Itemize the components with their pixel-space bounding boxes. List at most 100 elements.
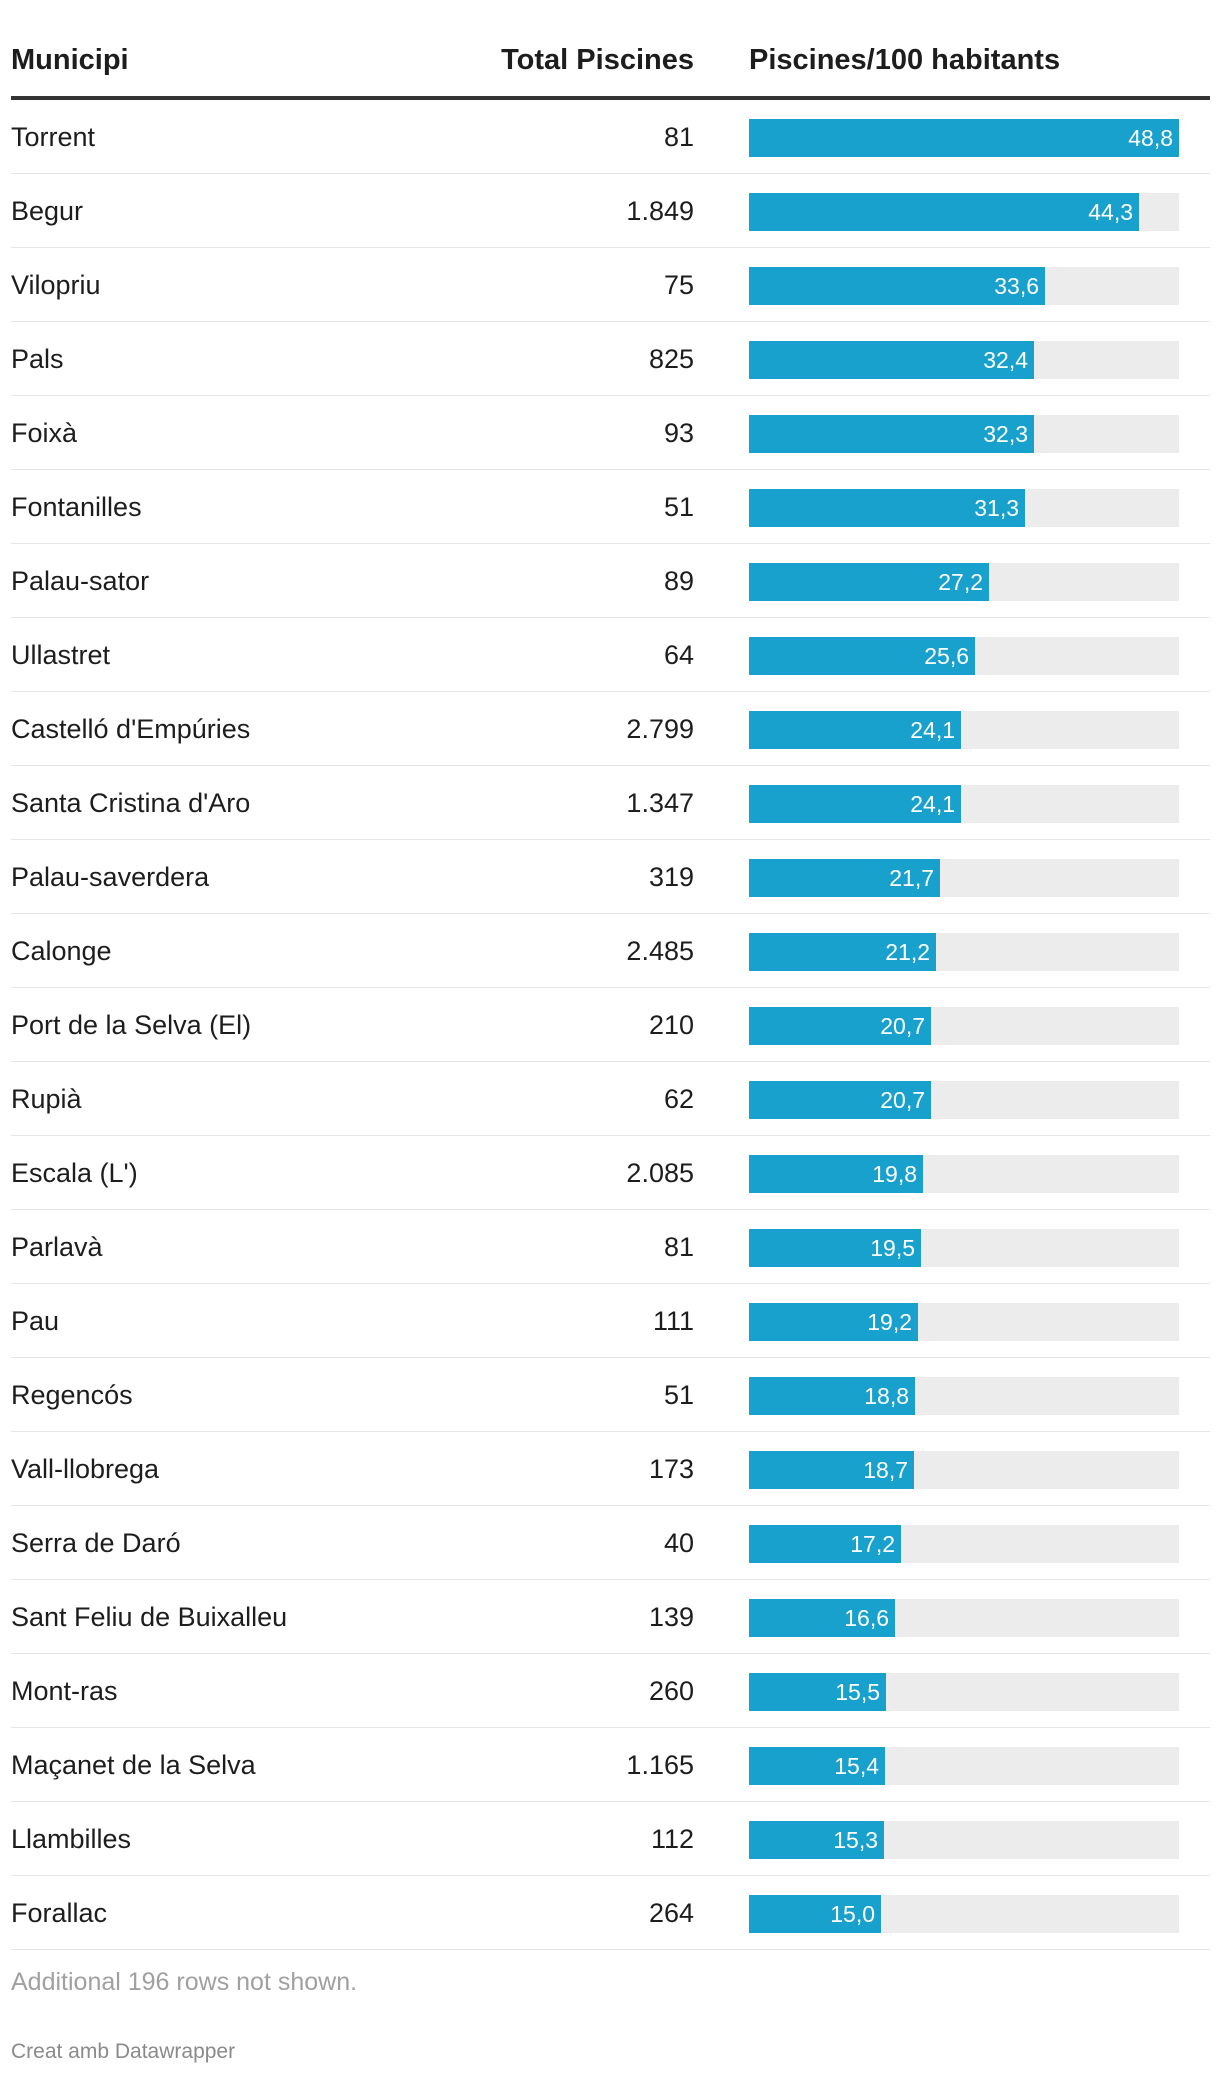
bar: 31,3 (749, 489, 1025, 527)
municipi-cell: Escala (L') (11, 1158, 138, 1188)
bar-value-label: 19,5 (870, 1235, 915, 1261)
table-row: Sant Feliu de Buixalleu 139 16,6 (11, 1580, 1210, 1654)
total-piscines-cell: 2.799 (626, 714, 694, 744)
bar-value-label: 32,4 (983, 347, 1028, 373)
bar-value-label: 15,0 (830, 1901, 875, 1927)
bar: 19,2 (749, 1303, 918, 1341)
bar-value-label: 24,1 (910, 791, 955, 817)
municipi-cell: Rupià (11, 1084, 82, 1114)
bar-value-label: 18,8 (864, 1383, 909, 1409)
table-row: Forallac 264 15,0 (11, 1876, 1210, 1950)
total-piscines-cell: 2.485 (626, 936, 694, 966)
municipi-cell: Santa Cristina d'Aro (11, 788, 251, 818)
bar: 21,2 (749, 933, 936, 971)
bar: 25,6 (749, 637, 975, 675)
bar-value-label: 18,7 (863, 1457, 908, 1483)
total-piscines-cell: 1.849 (626, 196, 694, 226)
total-piscines-cell: 40 (663, 1528, 694, 1558)
total-piscines-cell: 75 (663, 270, 694, 300)
bar-value-label: 27,2 (938, 569, 983, 595)
bar-track: 19,2 (749, 1303, 1179, 1341)
bar-track: 21,2 (749, 933, 1179, 971)
municipi-cell: Palau-sator (11, 566, 150, 596)
bar-track: 15,5 (749, 1673, 1179, 1711)
bar-value-label: 20,7 (880, 1087, 925, 1113)
total-piscines-cell: 825 (648, 344, 694, 374)
header-piscines-per-100[interactable]: Piscines/100 habitants (749, 44, 1061, 76)
bar-track: 48,8 (749, 119, 1179, 157)
municipi-cell: Pau (11, 1306, 60, 1336)
bar-track: 20,7 (749, 1081, 1179, 1119)
municipi-cell: Maçanet de la Selva (11, 1750, 256, 1780)
bar: 15,5 (749, 1673, 886, 1711)
table-notes: Additional 196 rows not shown. (11, 1968, 358, 1996)
bar: 15,3 (749, 1821, 884, 1859)
bar-track: 18,7 (749, 1451, 1179, 1489)
bar-value-label: 15,5 (835, 1679, 880, 1705)
total-piscines-cell: 264 (648, 1898, 694, 1928)
total-piscines-cell: 2.085 (626, 1158, 694, 1188)
total-piscines-cell: 112 (650, 1824, 694, 1854)
bar: 48,8 (749, 119, 1179, 157)
bar-value-label: 33,6 (994, 273, 1039, 299)
total-piscines-cell: 81 (663, 122, 694, 152)
bar: 32,4 (749, 341, 1034, 379)
bar-value-label: 16,6 (844, 1605, 889, 1631)
bar-value-label: 24,1 (910, 717, 955, 743)
bar-track: 33,6 (749, 267, 1179, 305)
total-piscines-cell: 81 (663, 1232, 694, 1262)
bar: 15,0 (749, 1895, 881, 1933)
bar-value-label: 31,3 (974, 495, 1019, 521)
municipi-cell: Regencós (11, 1380, 133, 1410)
bar: 19,5 (749, 1229, 921, 1267)
bar-value-label: 44,3 (1088, 199, 1133, 225)
total-piscines-cell: 173 (648, 1454, 694, 1484)
bar-track: 24,1 (749, 711, 1179, 749)
bar-track: 25,6 (749, 637, 1179, 675)
municipi-cell: Serra de Daró (11, 1528, 181, 1558)
credit-link[interactable]: Creat amb Datawrapper (11, 2040, 236, 2063)
total-piscines-cell: 89 (663, 566, 694, 596)
municipi-cell: Ullastret (11, 640, 111, 670)
bar-value-label: 15,4 (834, 1753, 879, 1779)
bar: 20,7 (749, 1081, 931, 1119)
table-row: Vilopriu 75 33,6 (11, 248, 1210, 322)
bar-track: 18,8 (749, 1377, 1179, 1415)
table-row: Castelló d'Empúries 2.799 24,1 (11, 692, 1210, 766)
bar: 18,7 (749, 1451, 914, 1489)
table-row: Regencós 51 18,8 (11, 1358, 1210, 1432)
bar: 27,2 (749, 563, 989, 601)
total-piscines-cell: 1.347 (626, 788, 694, 818)
table-row: Begur 1.849 44,3 (11, 174, 1210, 248)
bar-track: 17,2 (749, 1525, 1179, 1563)
table-row: Escala (L') 2.085 19,8 (11, 1136, 1210, 1210)
bar-track: 15,4 (749, 1747, 1179, 1785)
table-row: Pals 825 32,4 (11, 322, 1210, 396)
municipi-cell: Mont-ras (11, 1676, 118, 1706)
bar-value-label: 19,8 (872, 1161, 917, 1187)
total-piscines-cell: 319 (648, 862, 694, 892)
municipi-cell: Parlavà (11, 1232, 103, 1262)
bar-track: 19,8 (749, 1155, 1179, 1193)
bar: 24,1 (749, 711, 961, 749)
municipi-cell: Calonge (11, 936, 112, 966)
header-municipi[interactable]: Municipi (11, 44, 129, 76)
bar: 15,4 (749, 1747, 885, 1785)
header-total-piscines[interactable]: Total Piscines (501, 44, 694, 76)
data-table: Municipi Total Piscines Piscines/100 hab… (11, 0, 1210, 1950)
bar-value-label: 19,2 (867, 1309, 912, 1335)
municipi-cell: Fontanilles (11, 492, 142, 522)
total-piscines-cell: 139 (648, 1602, 694, 1632)
total-piscines-cell: 64 (663, 640, 694, 670)
bar: 32,3 (749, 415, 1034, 453)
bar-track: 44,3 (749, 193, 1179, 231)
bar: 33,6 (749, 267, 1045, 305)
table-row: Santa Cristina d'Aro 1.347 24,1 (11, 766, 1210, 840)
bar-value-label: 15,3 (833, 1827, 878, 1853)
table-row: Port de la Selva (El) 210 20,7 (11, 988, 1210, 1062)
total-piscines-cell: 1.165 (626, 1750, 694, 1780)
table-header: Municipi Total Piscines Piscines/100 hab… (11, 0, 1210, 100)
total-piscines-cell: 260 (648, 1676, 694, 1706)
bar-track: 20,7 (749, 1007, 1179, 1045)
bar-track: 31,3 (749, 489, 1179, 527)
